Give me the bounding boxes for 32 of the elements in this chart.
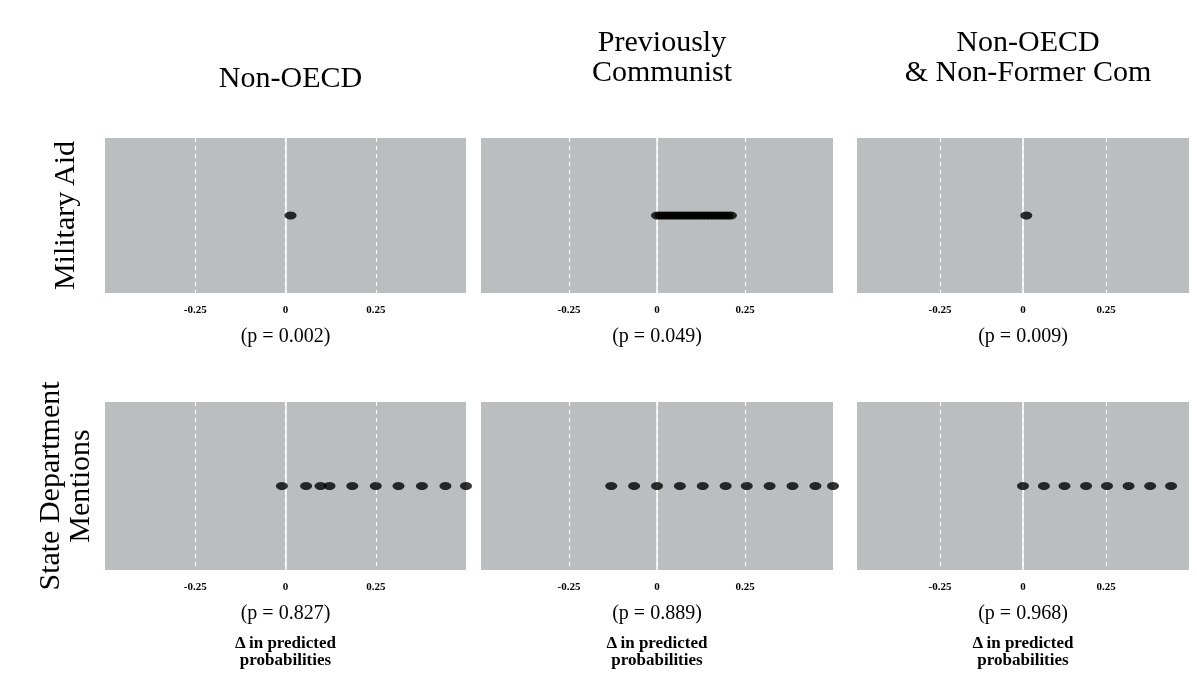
- x-tick-label: -0.25: [183, 302, 208, 315]
- chart-title: Non-OECD: [218, 59, 363, 93]
- x-tick-label: -0.25: [183, 579, 208, 592]
- x-tick-label: 0: [1020, 579, 1027, 592]
- x-tick-label: 0.25: [366, 579, 386, 592]
- x-tick-label: 0: [282, 302, 289, 315]
- x-tick-label: 0: [654, 302, 661, 315]
- x-tick-label: -0.25: [557, 302, 581, 315]
- x-tick-label: 0: [654, 579, 661, 592]
- chart-title: Previously Communist: [591, 23, 733, 87]
- y-axis-title: State Department Mentions: [31, 380, 95, 591]
- x-tick-label: 0.25: [735, 302, 756, 315]
- x-axis-title: (p = 0.049): [612, 324, 702, 347]
- x-tick-label: 0.25: [735, 579, 756, 592]
- x-tick-label: -0.25: [557, 579, 581, 592]
- x-tick-label: 0.25: [366, 302, 386, 315]
- text: Δ in predicted probabilities: [972, 633, 1075, 669]
- x-axis-title: (p = 0.827): [240, 601, 331, 624]
- x-tick-label: 0.25: [1096, 302, 1117, 315]
- x-tick-label: 0: [1020, 302, 1027, 315]
- x-tick-label: 0: [282, 579, 289, 592]
- chart-title: Non-OECD & Non-Former Com: [904, 23, 1152, 87]
- x-axis-title: (p = 0.002): [240, 324, 331, 347]
- x-tick-label: -0.25: [928, 579, 952, 592]
- x-tick-label: 0.25: [1096, 579, 1117, 592]
- text: Δ in predicted probabilities: [234, 633, 337, 669]
- x-axis-title: (p = 0.009): [978, 324, 1068, 347]
- x-axis-title: (p = 0.889): [612, 601, 702, 624]
- y-axis-title: Military Aid: [46, 140, 80, 291]
- x-tick-label: -0.25: [928, 302, 952, 315]
- x-axis-title: (p = 0.968): [978, 601, 1068, 624]
- text: Δ in predicted probabilities: [606, 633, 709, 669]
